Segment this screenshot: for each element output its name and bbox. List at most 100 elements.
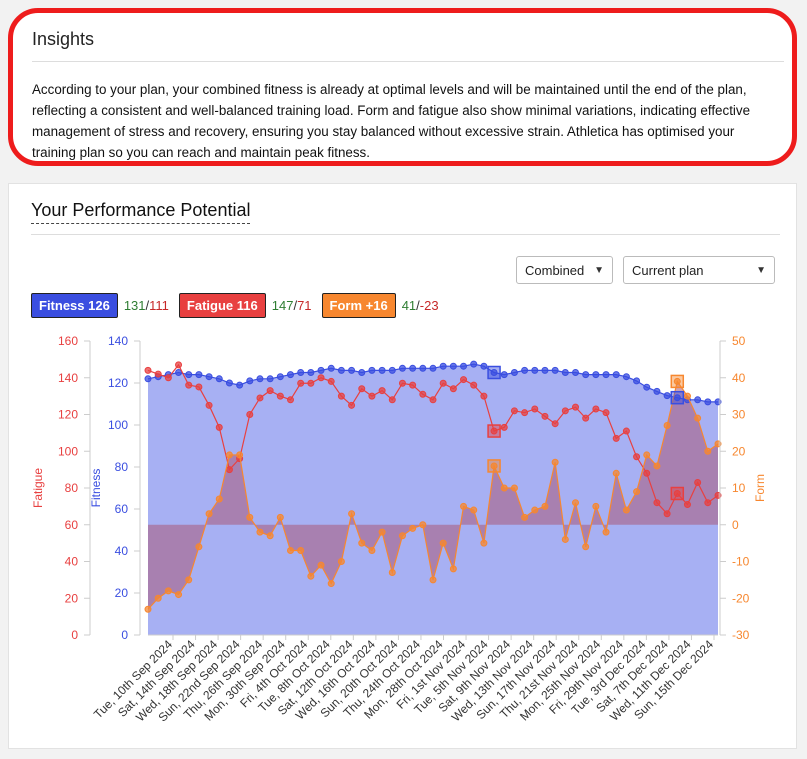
fitness-marker[interactable] xyxy=(670,390,685,405)
fatigue-point[interactable] xyxy=(561,407,569,415)
fatigue-point[interactable] xyxy=(541,412,549,420)
form-point[interactable] xyxy=(653,462,661,470)
fitness-point[interactable] xyxy=(541,366,549,374)
fatigue-point[interactable] xyxy=(378,387,386,395)
fitness-point[interactable] xyxy=(694,396,702,404)
fatigue-point[interactable] xyxy=(317,374,325,382)
fatigue-point[interactable] xyxy=(500,423,508,431)
form-point[interactable] xyxy=(694,414,702,422)
fatigue-point[interactable] xyxy=(419,390,427,398)
fitness-marker[interactable] xyxy=(487,365,501,380)
form-point[interactable] xyxy=(470,506,478,514)
fitness-point[interactable] xyxy=(215,375,223,383)
form-point[interactable] xyxy=(398,532,406,540)
form-point[interactable] xyxy=(317,561,325,569)
fatigue-point[interactable] xyxy=(531,405,539,413)
form-point[interactable] xyxy=(480,539,488,547)
fatigue-point[interactable] xyxy=(653,499,661,507)
form-point[interactable] xyxy=(582,543,590,551)
fitness-point[interactable] xyxy=(673,394,681,402)
fatigue-point[interactable] xyxy=(683,501,691,509)
fitness-point[interactable] xyxy=(500,371,508,379)
fitness-point[interactable] xyxy=(246,377,254,385)
fatigue-point[interactable] xyxy=(337,392,345,400)
fatigue-point[interactable] xyxy=(510,407,518,415)
fitness-point[interactable] xyxy=(622,373,630,381)
fatigue-point[interactable] xyxy=(175,361,183,369)
form-point[interactable] xyxy=(195,543,203,551)
fatigue-point[interactable] xyxy=(480,392,488,400)
fitness-point[interactable] xyxy=(561,369,569,376)
form-point[interactable] xyxy=(572,499,579,507)
fitness-point[interactable] xyxy=(337,366,345,374)
fatigue-point[interactable] xyxy=(592,405,600,413)
form-point[interactable] xyxy=(348,510,356,518)
form-point[interactable] xyxy=(561,535,569,543)
fitness-point[interactable] xyxy=(643,383,651,391)
fitness-point[interactable] xyxy=(704,398,712,406)
form-point[interactable] xyxy=(500,484,508,492)
fatigue-point[interactable] xyxy=(460,376,468,384)
fitness-point[interactable] xyxy=(612,371,620,379)
fatigue-point[interactable] xyxy=(490,427,498,435)
fatigue-point[interactable] xyxy=(358,385,366,393)
form-point[interactable] xyxy=(164,587,172,595)
form-point[interactable] xyxy=(205,510,213,518)
form-point[interactable] xyxy=(633,488,641,496)
form-legend-button[interactable]: Form +16 xyxy=(321,293,396,318)
mode-select[interactable]: Combined ▼ xyxy=(516,256,613,284)
fatigue-point[interactable] xyxy=(348,401,356,409)
form-point[interactable] xyxy=(673,377,681,385)
form-point[interactable] xyxy=(378,528,386,536)
form-point[interactable] xyxy=(236,451,244,459)
fitness-point[interactable] xyxy=(378,366,386,374)
form-marker[interactable] xyxy=(670,374,685,389)
fatigue-point[interactable] xyxy=(195,383,203,391)
form-point[interactable] xyxy=(358,539,366,547)
form-point[interactable] xyxy=(144,605,152,613)
fatigue-point[interactable] xyxy=(470,381,478,389)
fitness-point[interactable] xyxy=(449,362,457,370)
fitness-legend-button[interactable]: Fitness 126 xyxy=(31,293,118,318)
fatigue-point[interactable] xyxy=(612,434,620,442)
form-point[interactable] xyxy=(439,539,447,547)
fitness-point[interactable] xyxy=(388,366,396,374)
form-point[interactable] xyxy=(429,576,437,584)
fitness-point[interactable] xyxy=(510,369,518,376)
fitness-point[interactable] xyxy=(144,375,152,383)
fatigue-point[interactable] xyxy=(225,466,233,474)
fatigue-point[interactable] xyxy=(388,396,396,404)
form-point[interactable] xyxy=(531,506,539,514)
fitness-point[interactable] xyxy=(256,375,264,383)
fitness-point[interactable] xyxy=(663,392,671,400)
fitness-point[interactable] xyxy=(236,381,244,389)
form-point[interactable] xyxy=(246,513,254,521)
form-point[interactable] xyxy=(185,576,193,584)
form-point[interactable] xyxy=(490,462,498,470)
fitness-point[interactable] xyxy=(572,369,579,376)
fitness-point[interactable] xyxy=(398,364,406,372)
fatigue-point[interactable] xyxy=(704,499,712,507)
fatigue-point[interactable] xyxy=(398,379,406,387)
fitness-point[interactable] xyxy=(582,371,590,379)
form-point[interactable] xyxy=(266,532,274,540)
fatigue-point[interactable] xyxy=(622,427,630,435)
form-point[interactable] xyxy=(388,569,396,577)
fitness-point[interactable] xyxy=(205,373,213,381)
fatigue-point[interactable] xyxy=(287,396,294,404)
fatigue-point[interactable] xyxy=(694,478,702,486)
form-point[interactable] xyxy=(368,546,376,554)
fitness-point[interactable] xyxy=(225,379,233,387)
fitness-point[interactable] xyxy=(358,369,366,376)
form-point[interactable] xyxy=(510,484,518,492)
fatigue-point[interactable] xyxy=(205,401,213,409)
fatigue-point[interactable] xyxy=(307,379,315,387)
fitness-point[interactable] xyxy=(470,360,478,368)
fitness-point[interactable] xyxy=(480,362,488,370)
fitness-point[interactable] xyxy=(327,364,335,372)
fatigue-point[interactable] xyxy=(164,374,172,382)
fatigue-point[interactable] xyxy=(643,469,651,477)
fitness-point[interactable] xyxy=(317,366,325,374)
fitness-point[interactable] xyxy=(368,366,376,374)
fitness-point[interactable] xyxy=(521,366,529,374)
